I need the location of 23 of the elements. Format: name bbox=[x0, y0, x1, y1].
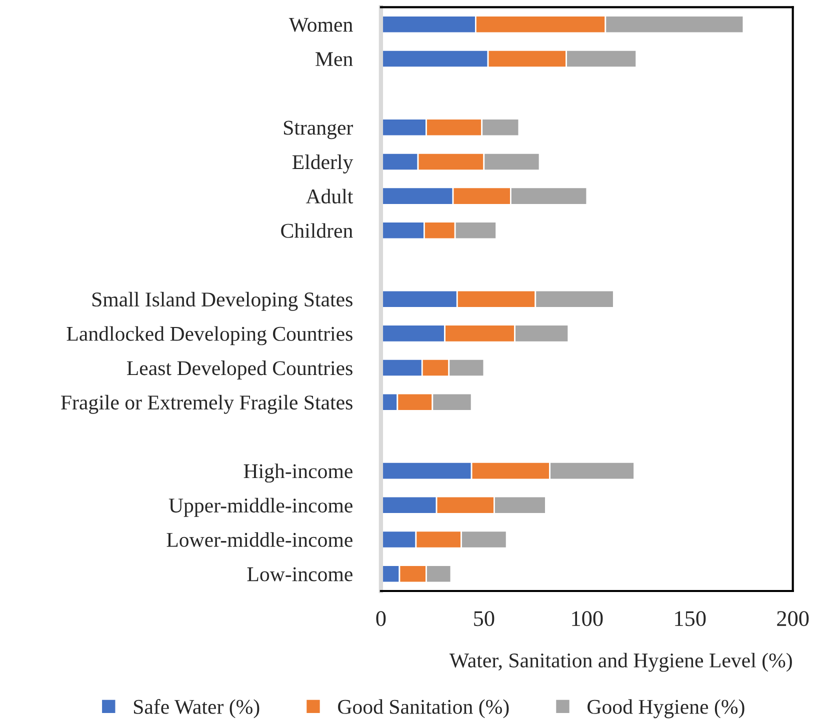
y-tick-label: Elderly bbox=[292, 154, 354, 174]
y-tick-label: Lower-middle-income bbox=[166, 532, 352, 547]
y-tick-label: Adult bbox=[306, 188, 354, 204]
y-tick-label: Small Island Developing States bbox=[92, 292, 352, 311]
y-tick-label: Stranger bbox=[284, 120, 353, 140]
y-tick-label: Landlocked Developing Countries bbox=[66, 326, 352, 346]
legend-label: Safe Water (%) bbox=[134, 699, 260, 718]
x-tick-label: 0 bbox=[376, 611, 386, 626]
x-tick-label: 100 bbox=[572, 611, 603, 626]
x-tick-label: 150 bbox=[675, 611, 706, 626]
legend-label: Good Hygiene (%) bbox=[588, 699, 744, 718]
y-tick-label: Fragile or Extremely Fragile States bbox=[61, 394, 352, 414]
y-tick-label: Women bbox=[288, 18, 353, 32]
x-tick-label: 200 bbox=[777, 611, 809, 626]
y-tick-label: Least Developed Countries bbox=[126, 360, 352, 380]
x-tick-label: 50 bbox=[474, 611, 494, 626]
x-axis-title: Water, Sanitation and Hygiene Level (%) bbox=[449, 652, 792, 672]
y-tick-label: Men bbox=[316, 52, 353, 66]
y-tick-label: Low-income bbox=[247, 567, 352, 582]
y-tick-label: High-income bbox=[244, 464, 352, 483]
legend-label: Good Sanitation (%) bbox=[338, 699, 509, 718]
y-tick-label: Upper-middle-income bbox=[168, 498, 352, 517]
y-tick-label: Children bbox=[281, 223, 353, 238]
